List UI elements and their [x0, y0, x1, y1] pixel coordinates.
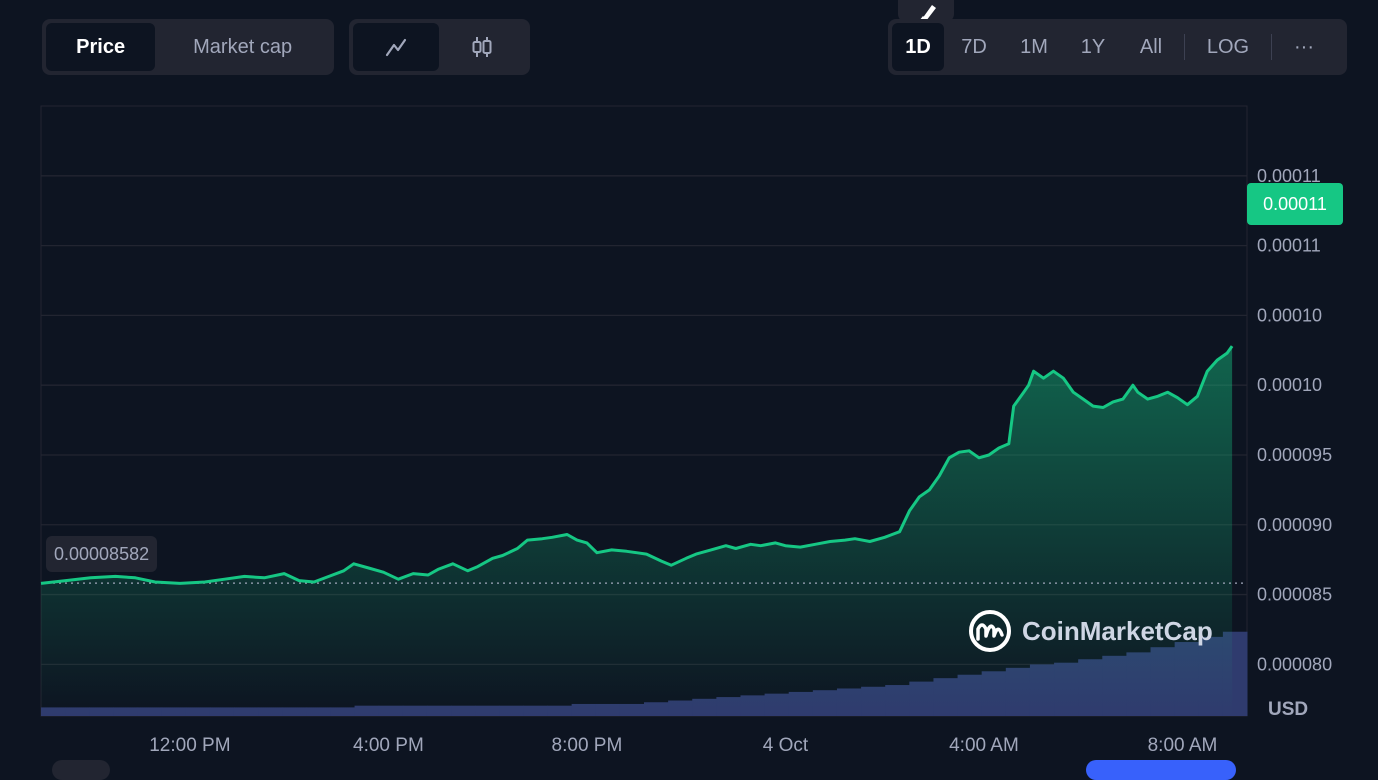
divider: [1184, 34, 1185, 60]
y-tick-label: 0.00011: [1257, 166, 1321, 186]
tab-range-1d[interactable]: 1D: [892, 23, 944, 71]
currency-label: USD: [1268, 699, 1309, 720]
line-chart-button[interactable]: [353, 23, 439, 71]
x-tick-label: 4 Oct: [763, 735, 809, 756]
candlestick-icon: [472, 37, 492, 57]
y-tick-label: 0.00010: [1257, 375, 1322, 395]
metric-tab-group: Price Market cap: [42, 19, 334, 75]
x-tick-label: 4:00 PM: [353, 735, 424, 756]
y-tick-label: 0.000085: [1257, 585, 1332, 605]
line-chart-icon: [385, 38, 406, 57]
tab-price[interactable]: Price: [46, 23, 156, 71]
y-tick-label: 0.00011: [1257, 236, 1321, 256]
candlestick-button[interactable]: [439, 23, 527, 71]
current-price-badge: 0.00011: [1247, 183, 1343, 225]
watermark: CoinMarketCap: [968, 609, 1213, 653]
y-tick-label: 0.000080: [1257, 654, 1332, 674]
tab-range-1y[interactable]: 1Y: [1080, 35, 1106, 58]
draw-pen-button[interactable]: [898, 0, 954, 22]
x-tick-label: 8:00 PM: [552, 735, 623, 756]
range-tab-group: 1D 7D 1M 1Y All LOG ···: [888, 19, 1347, 75]
price-area-fill: [41, 346, 1233, 716]
y-tick-label: 0.000090: [1257, 515, 1332, 535]
bottom-pill-button[interactable]: [1086, 760, 1236, 780]
tab-market-cap[interactable]: Market cap: [193, 35, 293, 58]
tab-range-1m[interactable]: 1M: [1020, 35, 1048, 58]
bottom-control[interactable]: [52, 760, 110, 780]
tab-range-7d[interactable]: 7D: [961, 35, 987, 58]
chart-type-group: [349, 19, 530, 75]
y-tick-label: 0.000095: [1257, 445, 1332, 465]
coinmarketcap-logo-icon: [969, 610, 1011, 652]
tab-range-all[interactable]: All: [1139, 35, 1163, 58]
more-options-button[interactable]: ···: [1294, 35, 1314, 58]
price-line: [40, 345, 1234, 585]
x-tick-label: 4:00 AM: [949, 735, 1019, 756]
y-tick-label: 0.00010: [1257, 305, 1322, 325]
watermark-text: CoinMarketCap: [1022, 615, 1213, 646]
open-price-badge: 0.00008582: [46, 536, 158, 572]
x-tick-label: 12:00 PM: [149, 735, 230, 756]
x-tick-label: 8:00 AM: [1148, 735, 1218, 756]
divider: [1271, 34, 1272, 60]
log-scale-toggle[interactable]: LOG: [1206, 35, 1250, 58]
